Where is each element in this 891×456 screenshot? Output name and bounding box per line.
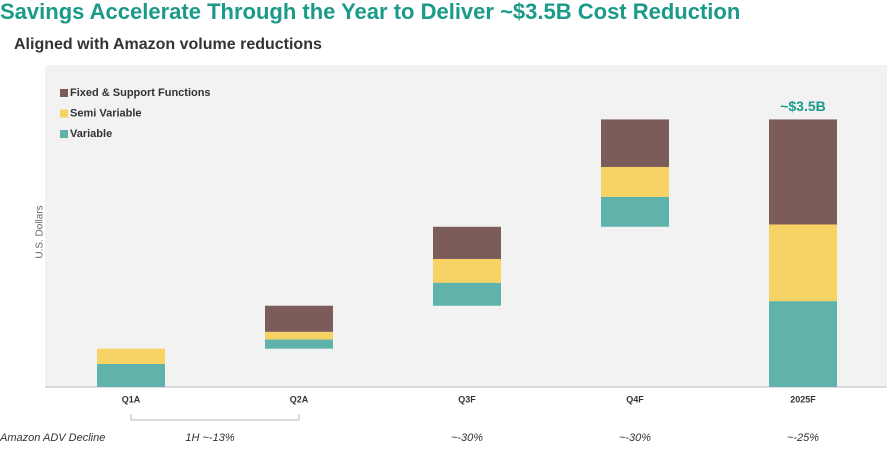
row-value: 1H ~-13%	[185, 432, 234, 444]
bar-segment	[769, 301, 837, 387]
bar-segment	[433, 258, 501, 283]
legend-label: Variable	[70, 128, 112, 140]
bar-segment	[769, 224, 837, 302]
bar-segment	[97, 364, 165, 387]
legend-swatch	[60, 89, 68, 97]
chart-subtitle: Aligned with Amazon volume reductions	[14, 36, 322, 53]
row-label: Amazon ADV Decline	[0, 432, 105, 444]
chart-title: Savings Accelerate Through the Year to D…	[0, 0, 740, 24]
x-tick-label: Q3F	[458, 394, 476, 404]
legend-swatch	[60, 109, 68, 118]
bar-segment	[769, 119, 837, 225]
bar-segment	[601, 119, 669, 167]
x-tick-label: 2025F	[790, 394, 816, 404]
bar-segment	[97, 348, 165, 364]
bar-segment	[265, 339, 333, 349]
x-tick-label: Q2A	[290, 394, 309, 404]
row-value: ~-30%	[451, 432, 483, 444]
legend-label: Semi Variable	[70, 107, 142, 119]
row-value: ~-25%	[787, 432, 819, 444]
bar-segment	[433, 226, 501, 259]
y-axis-label: U.S. Dollars	[35, 205, 46, 258]
bar-segment	[265, 331, 333, 340]
total-label: ~$3.5B	[780, 98, 826, 114]
bar-segment	[601, 196, 669, 227]
legend-label: Fixed & Support Functions	[70, 87, 211, 99]
row-value: ~-30%	[619, 432, 651, 444]
legend-swatch	[60, 130, 68, 138]
x-tick-label: Q4F	[626, 394, 644, 404]
bar-segment	[433, 282, 501, 306]
bar-segment	[265, 305, 333, 332]
plot-area	[45, 65, 887, 387]
bar-segment	[601, 166, 669, 197]
x-tick-label: Q1A	[122, 394, 141, 404]
